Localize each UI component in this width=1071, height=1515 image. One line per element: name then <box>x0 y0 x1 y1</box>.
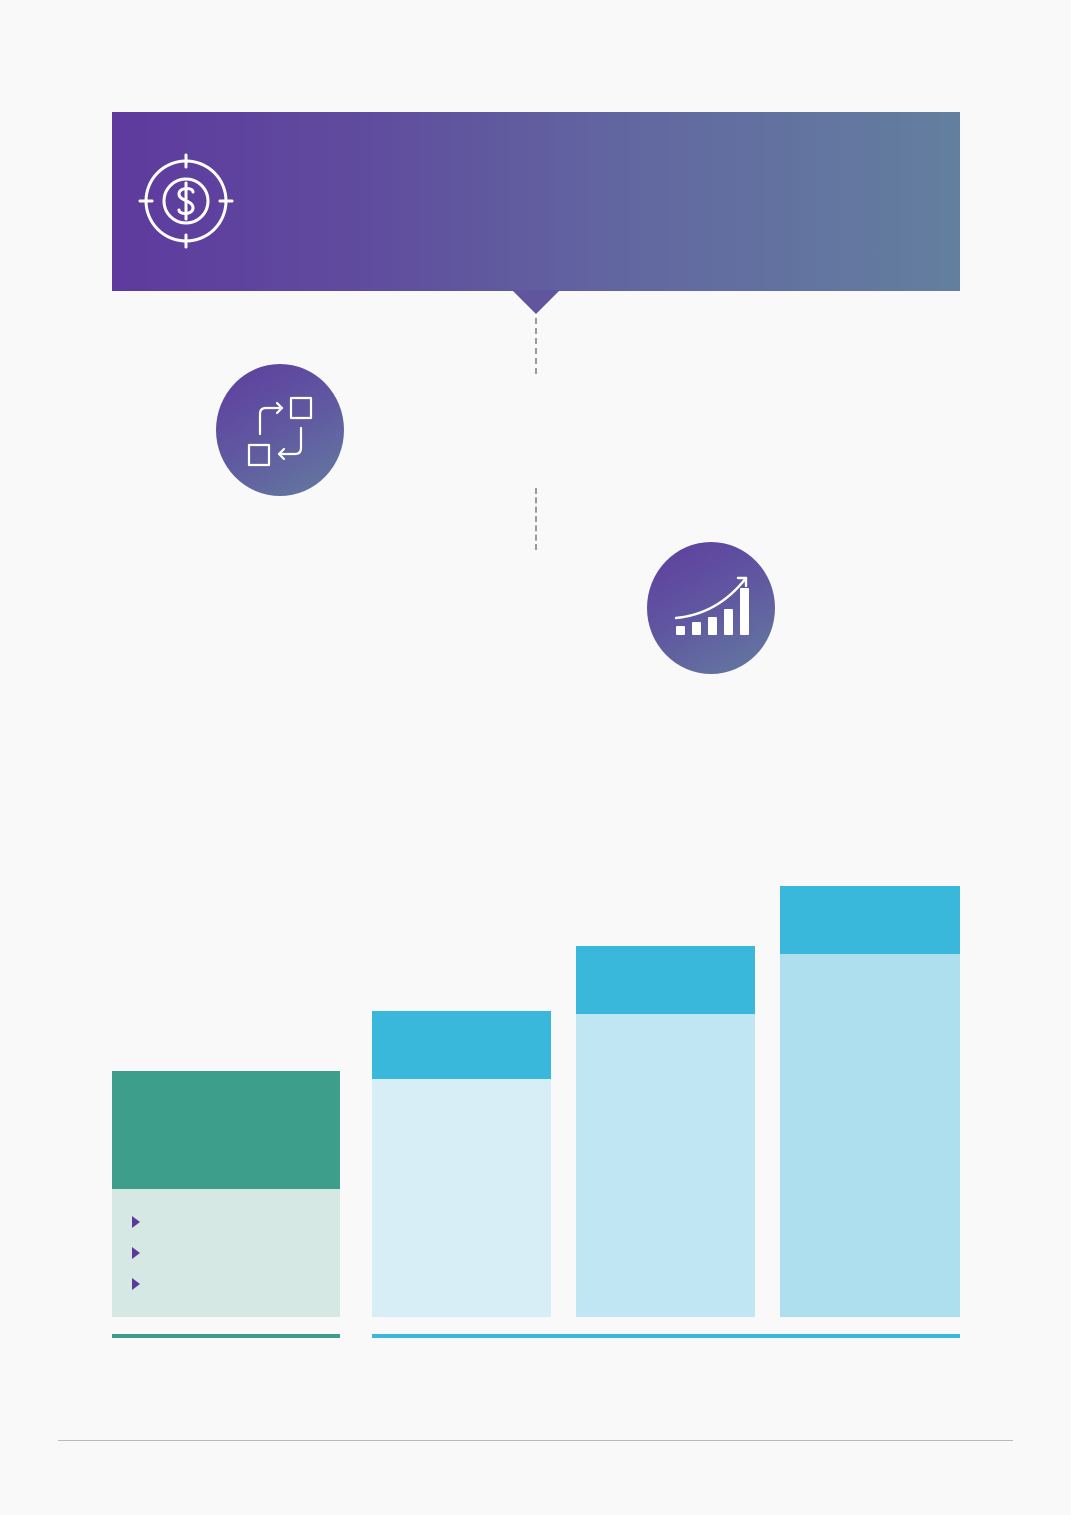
growth-chart-icon <box>674 576 749 635</box>
tier-panel-3-header <box>576 946 755 1014</box>
tier-panel-4-body <box>780 954 960 1317</box>
green-underline <box>112 1334 340 1338</box>
header-banner <box>112 112 960 291</box>
tier-panel-3-body <box>576 1014 755 1317</box>
growth-circle <box>647 542 775 674</box>
connector-line-top <box>535 318 537 374</box>
tier-panel-2-header <box>372 1011 551 1079</box>
footer-divider <box>58 1440 1013 1441</box>
banner-pointer <box>512 290 560 314</box>
tier-panel-3 <box>576 946 755 1317</box>
bullet-arrow-icon <box>132 1278 140 1290</box>
tier-panel-2-body <box>372 1079 551 1317</box>
process-cycle-icon <box>247 396 313 467</box>
tier-panel-2 <box>372 1011 551 1317</box>
connector-line-bottom <box>535 488 537 550</box>
tier-panel-4-header <box>780 886 960 954</box>
tier-panel-1-body <box>112 1189 340 1317</box>
bullet-arrow-icon <box>132 1247 140 1259</box>
bullet-arrow-icon <box>132 1216 140 1228</box>
target-dollar-icon <box>138 153 234 249</box>
tier-panel-4 <box>780 886 960 1317</box>
bullet-list <box>132 1216 140 1309</box>
teal-underline <box>372 1334 960 1338</box>
process-circle <box>216 364 344 496</box>
tier-panel-1 <box>112 1071 340 1317</box>
tier-panel-1-header <box>112 1071 340 1189</box>
